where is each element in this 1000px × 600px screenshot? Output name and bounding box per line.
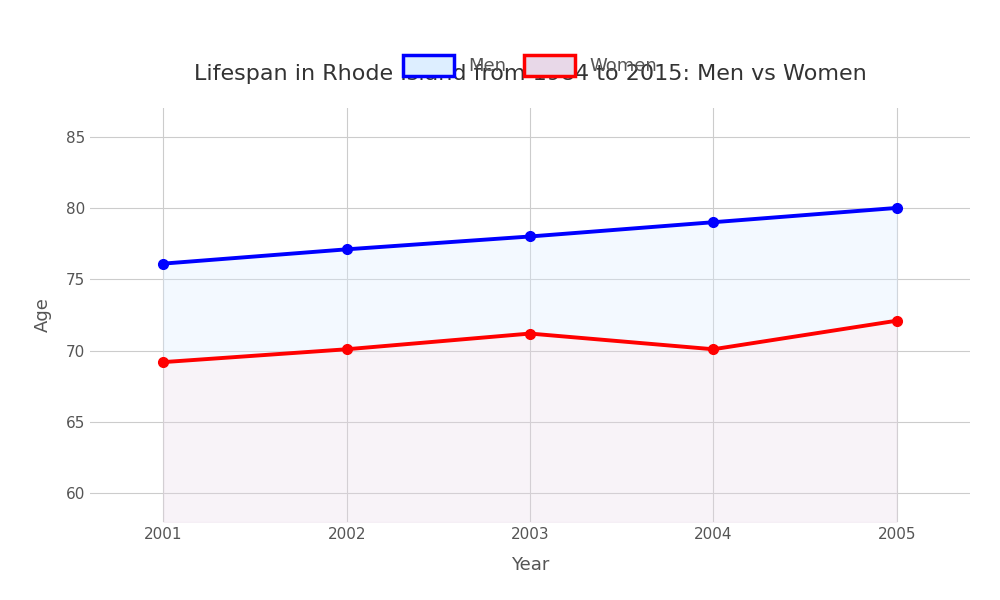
Men: [707, 218, 719, 226]
Legend: Men, Women: Men, Women: [403, 55, 657, 76]
Y-axis label: Age: Age: [34, 298, 52, 332]
Men: [524, 233, 536, 240]
Title: Lifespan in Rhode Island from 1984 to 2015: Men vs Women: Lifespan in Rhode Island from 1984 to 20…: [194, 64, 866, 84]
Men: [341, 246, 353, 253]
X-axis label: Year: Year: [511, 556, 549, 574]
Women: [157, 359, 169, 366]
Women: [341, 346, 353, 353]
Line: Men: Men: [158, 203, 902, 268]
Women: [707, 346, 719, 353]
Women: [891, 317, 903, 325]
Men: [891, 205, 903, 212]
Line: Women: Women: [158, 316, 902, 367]
Women: [524, 330, 536, 337]
Men: [157, 260, 169, 267]
